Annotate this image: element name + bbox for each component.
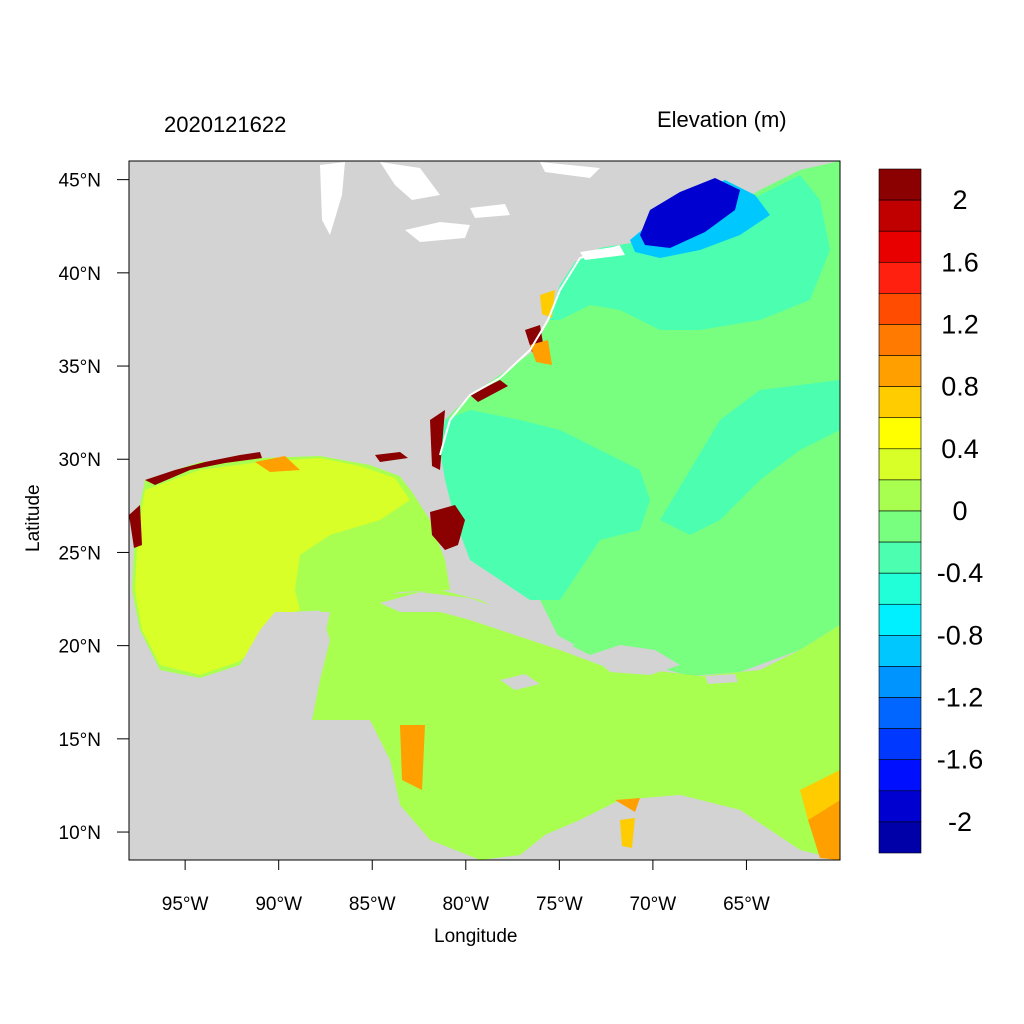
colorbar-swatch bbox=[878, 417, 922, 450]
lat-tick-label: 45°N bbox=[59, 171, 101, 192]
variable-title: Elevation (m) bbox=[657, 107, 787, 132]
nearshore-yellow-water bbox=[540, 290, 840, 848]
lat-tick-label: 10°N bbox=[59, 823, 101, 844]
hispaniola-island bbox=[590, 645, 680, 675]
caribbean-sea bbox=[312, 590, 840, 860]
lat-tick-label: 30°N bbox=[59, 450, 101, 471]
colorbar-swatch bbox=[878, 261, 922, 294]
map-area bbox=[129, 161, 840, 860]
colorbar-swatch bbox=[878, 603, 922, 636]
colorbar-swatch bbox=[878, 199, 922, 232]
colorbar-label: -0.4 bbox=[937, 558, 984, 588]
colorbar-label: -1.6 bbox=[937, 745, 984, 775]
us-coastline-edge bbox=[439, 245, 621, 456]
jamaica-island bbox=[500, 674, 540, 690]
longitude-axis: 95°W 90°W 85°W 80°W 75°W 70°W 65°W bbox=[162, 860, 770, 915]
colorbar-label: 0 bbox=[952, 496, 967, 526]
colorbar-swatch bbox=[878, 572, 922, 605]
puerto-rico-island bbox=[705, 674, 738, 684]
colorbar-swatch bbox=[878, 230, 922, 263]
yucatan-peninsula bbox=[240, 612, 330, 720]
colorbar-swatch bbox=[878, 666, 922, 698]
lon-tick-label: 90°W bbox=[255, 894, 302, 915]
colorbar-label: 0.8 bbox=[941, 372, 979, 402]
colorbar-swatch bbox=[878, 479, 922, 512]
lon-tick-label: 85°W bbox=[349, 894, 396, 915]
plot-frame bbox=[128, 160, 841, 861]
south-america-land bbox=[520, 795, 840, 860]
colorbar-swatch bbox=[878, 448, 922, 481]
lon-tick-label: 95°W bbox=[162, 894, 209, 915]
colorbar-swatch bbox=[878, 355, 922, 387]
colorbar: 2 1.6 1.2 0.8 0.4 0 -0.4 -0.8 -1.2 -1.6 -2 bbox=[878, 168, 984, 854]
central-america-land bbox=[129, 720, 480, 860]
colorbar-label: -0.8 bbox=[937, 620, 984, 650]
coastal-high-water bbox=[129, 325, 545, 548]
gulf-of-mexico-interior bbox=[135, 458, 410, 675]
lat-tick-label: 15°N bbox=[59, 730, 101, 751]
cuba-island bbox=[380, 592, 575, 650]
colorbar-label: 0.4 bbox=[941, 434, 979, 464]
lon-tick-label: 70°W bbox=[630, 894, 677, 915]
colorbar-swatch bbox=[878, 635, 922, 667]
colorbar-label: -1.2 bbox=[937, 683, 984, 713]
colorbar-label: -2 bbox=[948, 807, 972, 837]
colorbar-swatch bbox=[878, 324, 922, 356]
lat-tick-label: 40°N bbox=[59, 264, 101, 285]
colorbar-label: 2 bbox=[952, 185, 967, 215]
gulf-of-maine-core bbox=[640, 178, 740, 248]
colorbar-swatch bbox=[878, 728, 922, 761]
latitude-axis: 45°N 40°N 35°N 30°N 25°N 20°N 15°N 10°N bbox=[59, 171, 129, 844]
eastern-shelf-band bbox=[660, 380, 840, 535]
x-axis-label: Longitude bbox=[434, 926, 518, 947]
lat-tick-label: 35°N bbox=[59, 357, 101, 378]
colorbar-swatch bbox=[878, 541, 922, 574]
lon-tick-label: 80°W bbox=[442, 894, 489, 915]
south-florida-high-water bbox=[430, 505, 465, 550]
colorbar-swatch bbox=[878, 386, 922, 419]
colorbar-swatch bbox=[878, 759, 922, 792]
colorbar-swatch bbox=[878, 168, 922, 201]
lat-tick-label: 20°N bbox=[59, 637, 101, 658]
lon-tick-label: 75°W bbox=[536, 894, 583, 915]
colorbar-swatch bbox=[878, 510, 922, 543]
central-atlantic-patch bbox=[580, 468, 635, 515]
colorbar-swatch bbox=[878, 697, 922, 729]
map-date-title: 2020121622 bbox=[164, 112, 287, 137]
colorbar-swatch bbox=[878, 293, 922, 325]
colorbar-label: 1.2 bbox=[941, 309, 979, 339]
lat-tick-label: 25°N bbox=[59, 543, 101, 564]
lon-tick-label: 65°W bbox=[723, 894, 770, 915]
great-lakes bbox=[320, 162, 625, 260]
bahamas-shelf-water bbox=[440, 410, 650, 600]
colorbar-swatch bbox=[878, 821, 922, 854]
colorbar-swatch bbox=[878, 790, 922, 823]
colorbar-label: 1.6 bbox=[941, 247, 979, 277]
